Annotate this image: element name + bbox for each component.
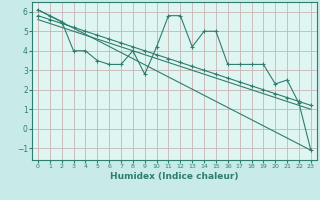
X-axis label: Humidex (Indice chaleur): Humidex (Indice chaleur) — [110, 172, 239, 181]
